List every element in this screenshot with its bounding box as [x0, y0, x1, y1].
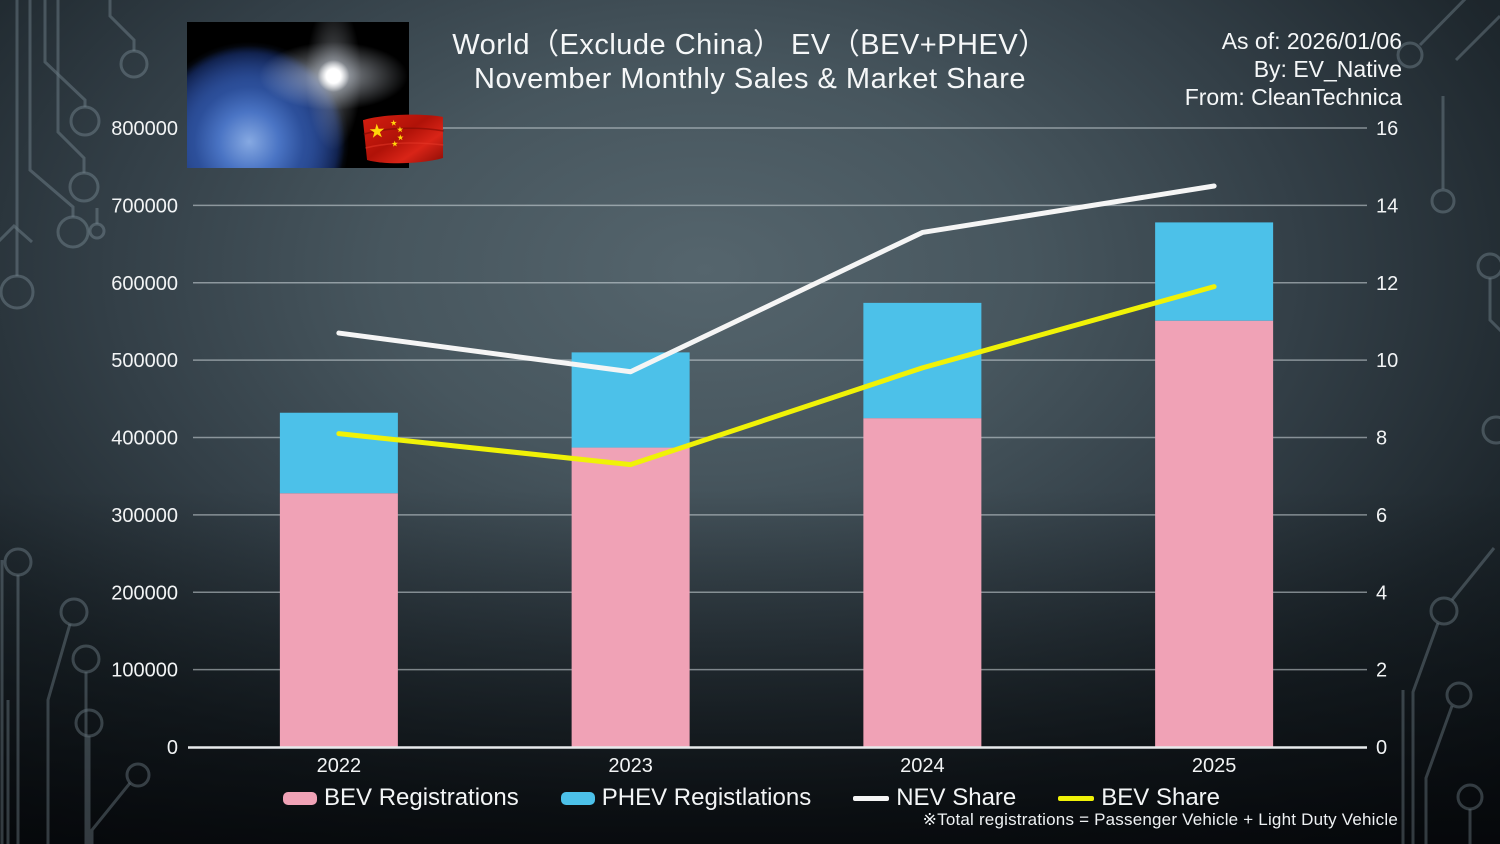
- legend-label: BEV Share: [1101, 784, 1220, 811]
- y-axis-left-label: 300000: [111, 505, 178, 527]
- footnote: ※Total registrations = Passenger Vehicle…: [922, 810, 1398, 829]
- y-axis-right-label: 10: [1376, 350, 1398, 372]
- legend-label: BEV Registrations: [324, 784, 519, 811]
- bar-phev-2022: [279, 412, 398, 494]
- y-axis-left-label: 400000: [111, 428, 178, 450]
- svg-text:★: ★: [391, 139, 399, 148]
- y-axis-right-label: 14: [1376, 195, 1398, 217]
- svg-text:★: ★: [368, 120, 386, 143]
- svg-text:★: ★: [397, 133, 405, 142]
- legend-item-phev-registrations: PHEV Registlations: [560, 784, 812, 812]
- legend-item-nev-share: NEV Share: [853, 784, 1016, 812]
- bar-bev-2022: [279, 493, 398, 747]
- y-axis-right-label: 2: [1376, 660, 1387, 682]
- x-axis-label-2022: 2022: [317, 755, 362, 777]
- line-bev-share: [336, 284, 1217, 468]
- legend-label: NEV Share: [896, 784, 1017, 811]
- y-axis-right-label: 8: [1376, 428, 1387, 450]
- chart-legend: BEV Registrations PHEV Registlations NEV…: [283, 784, 1220, 812]
- y-axis-left-label: 200000: [111, 582, 178, 604]
- legend-item-bev-registrations: BEV Registrations: [283, 784, 519, 812]
- bar-bev-2025: [1155, 320, 1274, 747]
- as-of-date: As of: 2026/01/06: [1221, 28, 1402, 54]
- bev-share-line-icon: [1058, 795, 1095, 801]
- svg-text:★: ★: [390, 118, 398, 127]
- x-axis-label-2025: 2025: [1192, 755, 1237, 777]
- chart-title: World（Exclude China） EV（BEV+PHEV） Novemb…: [0, 28, 1500, 96]
- source: From: CleanTechnica: [1184, 84, 1402, 110]
- y-axis-right-label: 6: [1376, 505, 1387, 527]
- author: By: EV_Native: [1253, 56, 1402, 82]
- y-axis-left-label: 500000: [111, 350, 178, 372]
- bar-phev-2024: [863, 302, 982, 419]
- y-axis-right-label: 12: [1376, 273, 1398, 295]
- legend-label: PHEV Registlations: [601, 784, 812, 811]
- credit-info: As of: 2026/01/06 By: EV_Native From: Cl…: [1185, 27, 1402, 111]
- y-axis-right-label: 4: [1376, 582, 1387, 604]
- chart-title-line1: World（Exclude China） EV（BEV+PHEV）: [452, 29, 1048, 61]
- phev-registrations-swatch-icon: [560, 791, 595, 805]
- y-axis-left-label: 600000: [111, 273, 178, 295]
- chart-title-line2: November Monthly Sales & Market Share: [474, 63, 1026, 95]
- y-axis-right-label: 0: [1376, 737, 1387, 759]
- y-axis-right-label: 16: [1376, 118, 1398, 140]
- x-axis-label-2023: 2023: [608, 755, 653, 777]
- svg-text:★: ★: [396, 125, 404, 134]
- bar-bev-2023: [571, 447, 690, 747]
- line-nev-share: [336, 183, 1217, 375]
- bar-bev-2024: [863, 418, 982, 747]
- y-axis-left-label: 100000: [111, 660, 178, 682]
- y-axis-left-label: 800000: [111, 118, 178, 140]
- x-axis-label-2024: 2024: [900, 755, 945, 777]
- legend-item-bev-share: BEV Share: [1058, 784, 1220, 812]
- y-axis-left-label: 700000: [111, 195, 178, 217]
- china-flag-icon: ★ ★ ★ ★ ★: [362, 114, 444, 164]
- bev-registrations-swatch-icon: [283, 791, 317, 805]
- bar-phev-2025: [1155, 222, 1274, 321]
- nev-share-line-icon: [853, 795, 890, 801]
- y-axis-left-label: 0: [167, 737, 178, 759]
